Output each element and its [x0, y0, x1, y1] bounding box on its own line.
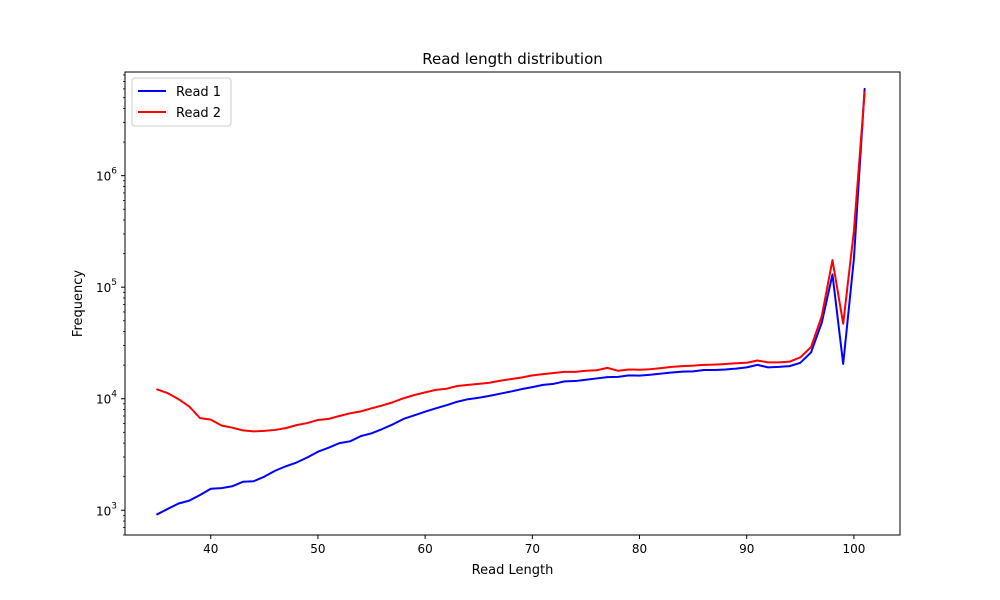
y-tick-label-base: 10 — [96, 393, 111, 407]
x-axis-ticks: 40 50 60 70 80 90 100 — [203, 535, 865, 556]
y-axis-label: Frequency — [71, 270, 86, 337]
y-tick-label: 103 — [96, 501, 117, 518]
series-line-1 — [156, 87, 866, 516]
x-tick-label: 100 — [842, 542, 865, 556]
chart-title: Read length distribution — [422, 50, 603, 68]
y-tick-label-base: 10 — [96, 504, 111, 518]
axes-frame — [124, 71, 901, 536]
y-tick-label-exponent: 6 — [111, 167, 117, 177]
series-line-2 — [156, 91, 866, 433]
y-tick-label: 106 — [96, 167, 117, 184]
x-tick-label: 80 — [632, 542, 647, 556]
x-tick-label: 40 — [203, 542, 218, 556]
legend-label-1: Read 1 — [176, 85, 221, 100]
y-tick-label: 105 — [96, 278, 117, 295]
legend: Read 1 Read 2 — [131, 77, 232, 127]
y-tick-label-base: 10 — [96, 281, 111, 295]
legend-label-2: Read 2 — [176, 106, 221, 121]
x-axis-label: Read Length — [472, 563, 554, 578]
y-tick-label-base: 10 — [96, 170, 111, 184]
series-layer — [156, 87, 866, 516]
y-tick-label-exponent: 4 — [111, 390, 117, 400]
y-tick-label: 104 — [96, 390, 117, 407]
x-tick-label: 50 — [310, 542, 325, 556]
x-tick-label: 90 — [739, 542, 754, 556]
x-tick-label: 70 — [525, 542, 540, 556]
y-tick-label-exponent: 5 — [111, 278, 117, 288]
x-tick-label: 60 — [417, 542, 432, 556]
y-tick-label-exponent: 3 — [111, 501, 117, 511]
